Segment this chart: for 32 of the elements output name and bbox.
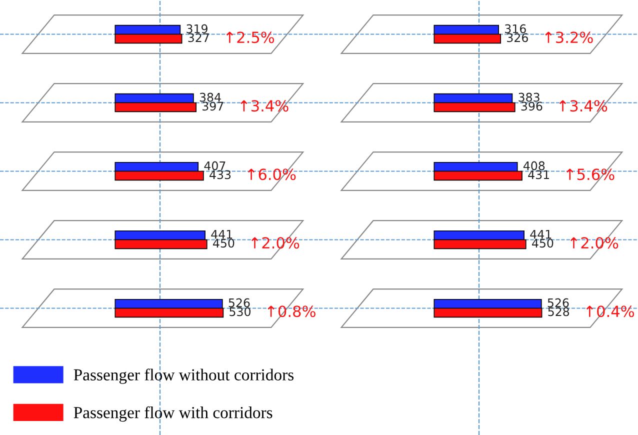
annotation: ↑6.0% [248, 168, 296, 180]
data-label: 530 [230, 307, 251, 316]
data-label: 441 [530, 230, 552, 239]
annotation: ↑3.4% [559, 100, 608, 112]
data-label: 431 [528, 170, 550, 180]
annotation: ↑0.8% [268, 306, 316, 318]
data-label: 528 [548, 307, 570, 316]
annotation: ↑2.0% [251, 237, 300, 249]
data-label: 319 [186, 24, 208, 34]
data-label: 450 [532, 238, 554, 248]
annotation: ↑2.0% [570, 237, 618, 249]
data-label: 408 [523, 161, 545, 170]
data-label: 433 [210, 170, 231, 180]
annotation: ↑3.4% [240, 100, 288, 112]
data-label: 396 [521, 102, 542, 111]
data-label: 384 [200, 92, 221, 102]
annotation: ↑5.6% [566, 168, 614, 180]
data-label: 407 [204, 161, 226, 170]
data-label: 316 [505, 24, 526, 34]
legend-label: Passenger flow with corridors [74, 406, 272, 422]
data-label: 326 [507, 33, 528, 42]
annotation: ↑0.4% [586, 306, 634, 318]
data-label: 441 [211, 230, 232, 239]
legend-label: Passenger flow without corridors [74, 368, 294, 384]
data-label: 383 [518, 92, 540, 102]
data-label: 450 [213, 238, 234, 248]
data-label: 526 [228, 298, 250, 308]
data-label: 327 [188, 33, 209, 42]
data-label: 526 [548, 298, 569, 308]
annotation: ↑3.2% [545, 32, 593, 44]
data-label: 397 [202, 102, 224, 111]
annotation: ↑2.5% [226, 32, 274, 44]
